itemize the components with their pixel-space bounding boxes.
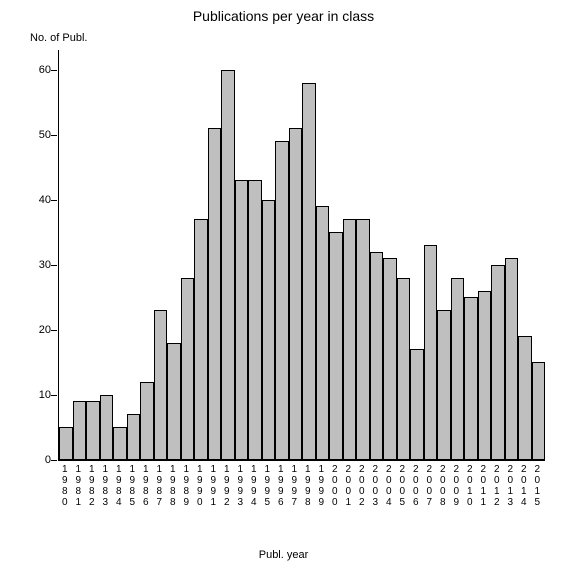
x-tick-label: 1 9 8 0 (59, 464, 71, 508)
y-tick-label: 0 (29, 454, 51, 466)
y-tick (51, 200, 57, 201)
y-tick-label: 40 (29, 194, 51, 206)
x-tick-label: 2 0 1 3 (504, 464, 516, 508)
x-tick-label: 2 0 1 0 (464, 464, 476, 508)
x-tick-label: 1 9 8 1 (72, 464, 84, 508)
x-tick-label: 2 0 0 3 (369, 464, 381, 508)
y-axis-label: No. of Publ. (30, 32, 87, 44)
bar (127, 414, 141, 460)
x-tick-label: 1 9 9 7 (288, 464, 300, 508)
bar (235, 180, 249, 460)
y-tick (51, 135, 57, 136)
bar (424, 245, 438, 460)
chart-container: Publications per year in class No. of Pu… (0, 0, 567, 567)
bar (532, 362, 546, 460)
y-tick-label: 10 (29, 389, 51, 401)
bar (248, 180, 262, 460)
bar (437, 310, 451, 460)
bar (356, 219, 370, 460)
x-tick-label: 2 0 1 1 (477, 464, 489, 508)
y-tick-label: 60 (29, 64, 51, 76)
bar (194, 219, 208, 460)
bars-group (59, 50, 545, 460)
x-tick-label: 1 9 9 5 (261, 464, 273, 508)
bar (491, 265, 505, 460)
x-tick-label: 2 0 0 0 (329, 464, 341, 508)
bar (167, 343, 181, 460)
bar (505, 258, 519, 460)
x-tick-label: 1 9 9 1 (207, 464, 219, 508)
x-tick-label: 2 0 0 8 (437, 464, 449, 508)
x-tick-label: 2 0 1 5 (531, 464, 543, 508)
bar (451, 278, 465, 460)
y-tick (51, 395, 57, 396)
bar (316, 206, 330, 460)
y-tick-label: 30 (29, 259, 51, 271)
x-ticks: 1 9 8 01 9 8 11 9 8 21 9 8 31 9 8 41 9 8… (58, 462, 544, 522)
bar (154, 310, 168, 460)
x-tick-label: 1 9 8 8 (167, 464, 179, 508)
bar (86, 401, 100, 460)
x-tick-label: 2 0 0 7 (423, 464, 435, 508)
x-tick-label: 1 9 8 2 (86, 464, 98, 508)
bar (113, 427, 127, 460)
bar (410, 349, 424, 460)
x-axis-label: Publ. year (0, 549, 567, 561)
x-tick-label: 2 0 0 6 (410, 464, 422, 508)
x-tick-label: 1 9 9 2 (221, 464, 233, 508)
bar (275, 141, 289, 460)
bar (221, 70, 235, 460)
x-tick-label: 2 0 1 4 (518, 464, 530, 508)
x-tick-label: 1 9 8 9 (180, 464, 192, 508)
y-tick (51, 265, 57, 266)
x-tick-label: 2 0 0 1 (342, 464, 354, 508)
x-tick-label: 2 0 0 4 (383, 464, 395, 508)
x-tick-label: 1 9 8 5 (126, 464, 138, 508)
y-tick (51, 460, 57, 461)
bar (518, 336, 532, 460)
y-tick (51, 70, 57, 71)
x-tick-label: 1 9 9 0 (194, 464, 206, 508)
bar (302, 83, 316, 460)
x-tick-label: 1 9 8 6 (140, 464, 152, 508)
x-tick-label: 1 9 9 3 (234, 464, 246, 508)
x-tick-label: 1 9 8 3 (99, 464, 111, 508)
bar (397, 278, 411, 460)
x-tick-label: 1 9 9 8 (302, 464, 314, 508)
bar (329, 232, 343, 460)
bar (181, 278, 195, 460)
x-tick-label: 1 9 8 4 (113, 464, 125, 508)
chart-title: Publications per year in class (0, 8, 567, 24)
x-tick-label: 2 0 0 5 (396, 464, 408, 508)
bar (464, 297, 478, 460)
bar (383, 258, 397, 460)
x-tick-label: 1 9 8 7 (153, 464, 165, 508)
x-tick-label: 2 0 1 2 (491, 464, 503, 508)
bar (73, 401, 87, 460)
bar (262, 200, 276, 460)
bar (370, 252, 384, 460)
bar (100, 395, 114, 460)
bar (478, 291, 492, 460)
bar (208, 128, 222, 460)
x-tick-label: 1 9 9 4 (248, 464, 260, 508)
y-tick-label: 50 (29, 129, 51, 141)
bar (59, 427, 73, 460)
x-tick-label: 2 0 0 2 (356, 464, 368, 508)
bar (289, 128, 303, 460)
y-tick (51, 330, 57, 331)
x-tick-label: 2 0 0 9 (450, 464, 462, 508)
x-tick-label: 1 9 9 9 (315, 464, 327, 508)
plot-area: 0102030405060 (58, 50, 545, 461)
y-tick-label: 20 (29, 324, 51, 336)
x-tick-label: 1 9 9 6 (275, 464, 287, 508)
bar (140, 382, 154, 460)
bar (343, 219, 357, 460)
